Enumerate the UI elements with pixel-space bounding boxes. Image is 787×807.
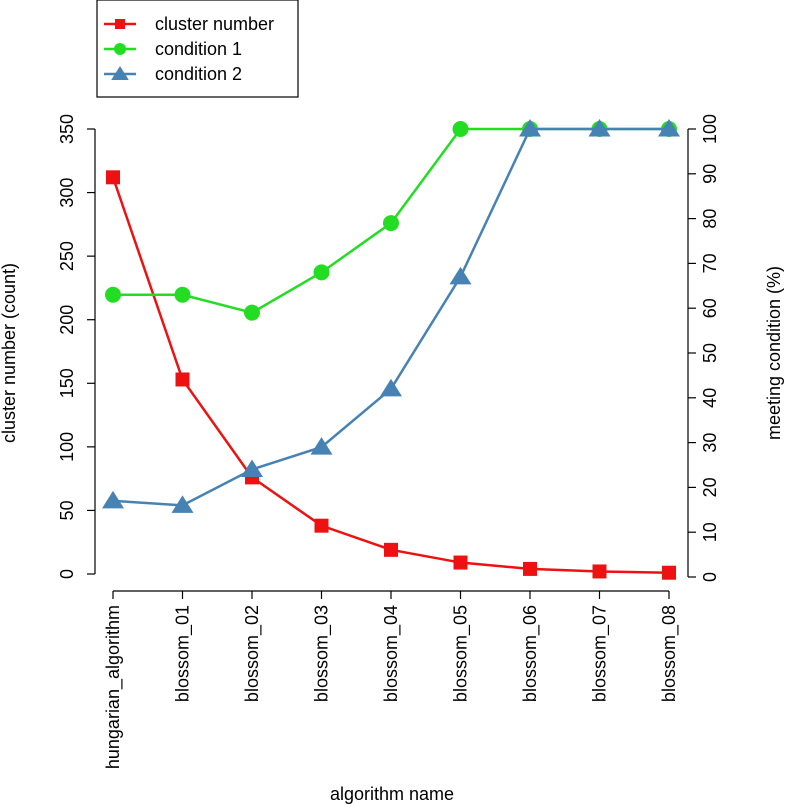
data-point	[175, 372, 190, 387]
x-tick-label: blossom_01	[173, 605, 194, 702]
series-line	[112, 127, 669, 507]
y-left-tick-label: 300	[57, 178, 77, 208]
series-3	[102, 119, 680, 513]
y-left-tick-label: 150	[57, 368, 77, 398]
legend-label: cluster number	[155, 14, 274, 34]
y-right-tick-label: 10	[700, 522, 720, 542]
y-right-tick-label: 0	[700, 572, 720, 582]
legend-swatch-marker	[115, 19, 125, 29]
series-1	[106, 170, 676, 580]
legend-entry: condition 1	[104, 39, 242, 59]
x-tick-label: blossom_02	[242, 605, 263, 702]
x-tick-label: blossom_03	[312, 605, 333, 702]
series-line	[111, 176, 670, 574]
y-right-tick-label: 100	[700, 114, 720, 144]
series-2	[105, 121, 677, 321]
data-point	[380, 378, 402, 397]
y-right-tick-label: 60	[700, 298, 720, 318]
x-tick-label: blossom_07	[590, 605, 611, 702]
y-right-tick-label: 50	[700, 343, 720, 363]
data-point	[453, 555, 468, 570]
data-point	[313, 264, 330, 281]
y-axis-left-title: cluster number (count)	[0, 263, 19, 443]
x-tick-label: blossom_06	[520, 605, 541, 702]
x-tick-label: hungarian_algorithm	[103, 605, 124, 769]
y-left-tick-label: 50	[57, 500, 77, 520]
y-left-tick-label: 100	[57, 432, 77, 462]
y-left-tick-label: 200	[57, 305, 77, 335]
data-point	[105, 286, 121, 303]
data-point	[592, 564, 607, 579]
y-left-tick-label: 350	[57, 114, 77, 144]
x-tick-label: blossom_05	[451, 605, 472, 702]
data-point	[452, 121, 469, 137]
data-point	[588, 119, 611, 137]
y-right-tick-label: 90	[700, 164, 720, 184]
data-point	[519, 119, 541, 137]
data-point	[383, 215, 399, 232]
data-point	[310, 437, 333, 455]
legend-swatch-marker	[114, 43, 126, 55]
legend-label: condition 1	[155, 39, 242, 59]
x-axis-title: algorithm name	[330, 784, 454, 804]
data-point	[244, 304, 260, 321]
axes: 0 50 100 150 200 250 300 350 0 10 20 30 40 50 60 70 80 90…	[57, 114, 720, 769]
x-tick-label: blossom_08	[659, 605, 680, 702]
y-right-tick-label: 40	[700, 388, 720, 408]
data-point	[106, 170, 120, 185]
data-point	[658, 119, 680, 137]
legend-entry: condition 2	[104, 64, 242, 84]
x-tick-label: blossom_04	[381, 605, 402, 702]
y-left-tick-label: 250	[57, 241, 77, 271]
y-right-tick-label: 30	[700, 433, 720, 453]
data-point	[241, 459, 263, 477]
series-layer	[102, 119, 680, 580]
legend-entry: cluster number	[104, 14, 274, 34]
legend-label: condition 2	[155, 64, 242, 84]
y-left-tick-label: 0	[57, 569, 77, 579]
data-point	[523, 561, 537, 576]
data-point	[174, 286, 191, 303]
data-point	[171, 495, 194, 513]
y-right-tick-label: 70	[700, 253, 720, 273]
data-point	[102, 490, 124, 509]
y-axis-right-title: meeting condition (%)	[764, 266, 784, 440]
legend: cluster number condition 1 condition 2	[96, 0, 299, 98]
y-right-tick-label: 20	[700, 477, 720, 497]
data-point	[449, 266, 472, 285]
data-point	[384, 542, 398, 557]
data-point	[314, 518, 329, 533]
y-right-tick-label: 80	[700, 209, 720, 229]
data-point	[662, 565, 676, 580]
legend-swatch-marker	[111, 66, 129, 80]
